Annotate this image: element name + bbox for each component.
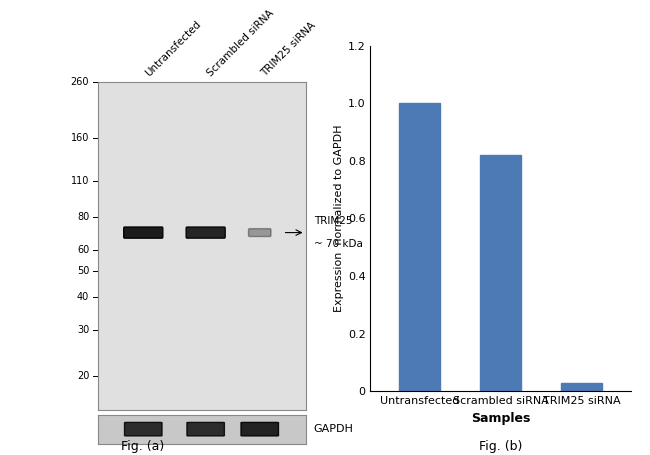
Text: GAPDH: GAPDH (314, 425, 354, 434)
Text: 40: 40 (77, 292, 89, 302)
Text: 50: 50 (77, 266, 89, 276)
Text: Fig. (b): Fig. (b) (479, 440, 522, 453)
Text: Untransfected: Untransfected (143, 19, 203, 79)
FancyBboxPatch shape (248, 229, 271, 237)
Text: 110: 110 (71, 176, 89, 186)
Text: 60: 60 (77, 245, 89, 255)
Text: 260: 260 (71, 77, 89, 87)
Text: TRIM25: TRIM25 (314, 216, 352, 226)
Text: Fig. (a): Fig. (a) (122, 440, 164, 453)
Bar (480, 155, 521, 391)
FancyBboxPatch shape (125, 422, 162, 436)
Y-axis label: Expression  normalized to GAPDH: Expression normalized to GAPDH (333, 125, 344, 312)
FancyBboxPatch shape (186, 227, 225, 238)
Bar (399, 103, 439, 391)
Text: 20: 20 (77, 371, 89, 381)
FancyBboxPatch shape (124, 227, 162, 238)
FancyBboxPatch shape (187, 422, 224, 436)
Text: 80: 80 (77, 212, 89, 222)
Text: TRIM25 siRNA: TRIM25 siRNA (260, 20, 318, 79)
FancyBboxPatch shape (241, 422, 278, 436)
Text: 160: 160 (71, 133, 89, 143)
Text: Scrambled siRNA: Scrambled siRNA (205, 8, 276, 79)
X-axis label: Samples: Samples (471, 412, 530, 425)
Text: 30: 30 (77, 325, 89, 335)
Bar (562, 383, 602, 391)
Text: ~ 70 kDa: ~ 70 kDa (314, 239, 363, 249)
